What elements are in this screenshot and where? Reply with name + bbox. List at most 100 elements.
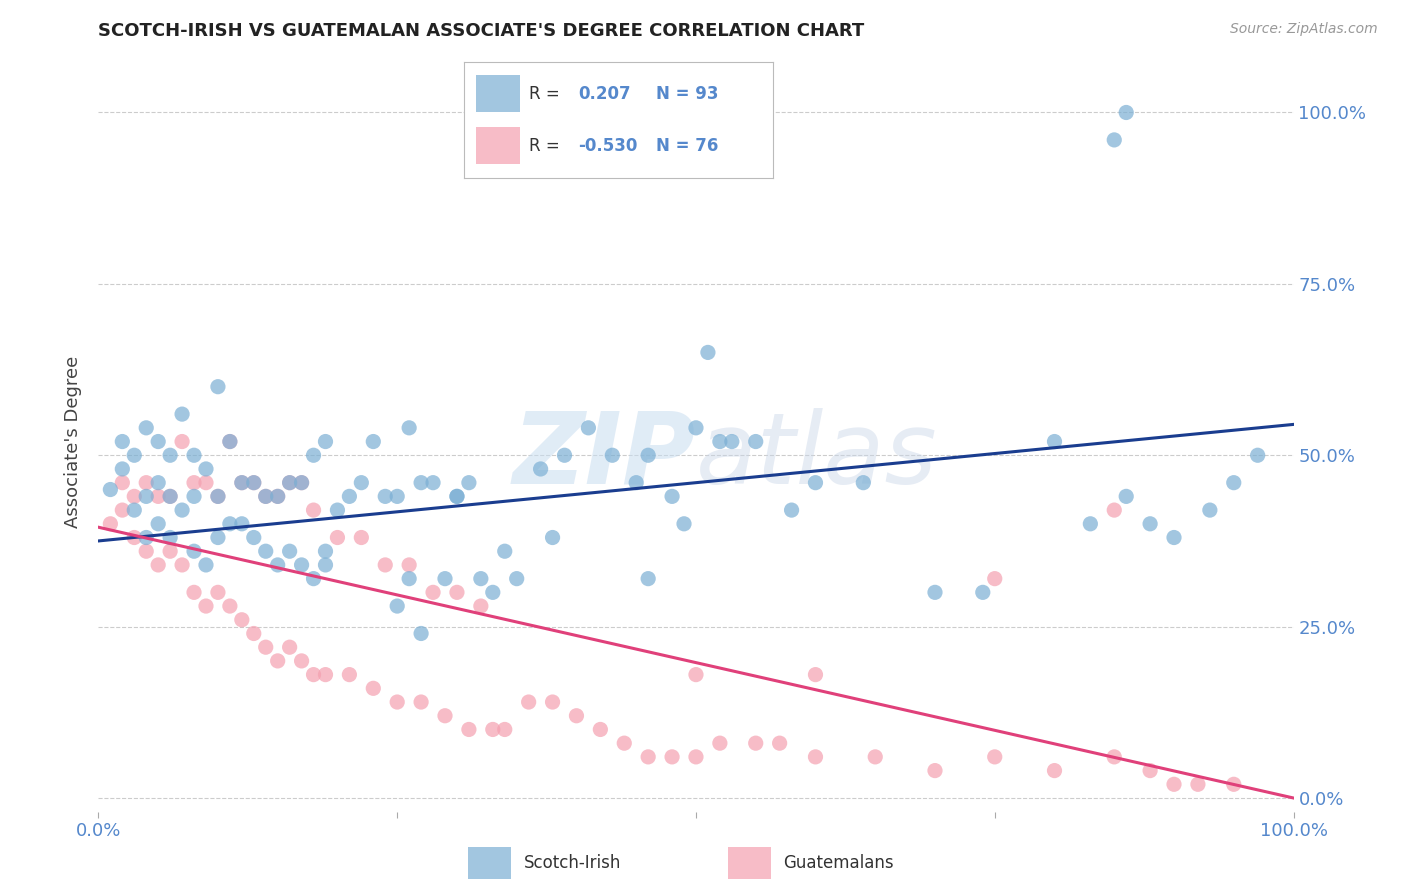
Point (124, 531, 146, 545)
Point (135, 475, 157, 490)
Point (183, 475, 205, 490)
Point (302, 667, 325, 681)
Text: SCOTCH-IRISH VS GUATEMALAN ASSOCIATE'S DEGREE CORRELATION CHART: SCOTCH-IRISH VS GUATEMALAN ASSOCIATE'S D… (98, 22, 865, 40)
Text: 0.207: 0.207 (578, 85, 631, 103)
Point (194, 475, 218, 490)
Point (326, 531, 349, 545)
Point (1246, 448, 1268, 462)
Point (924, 764, 946, 778)
Point (219, 599, 242, 613)
Text: ZIP: ZIP (513, 408, 696, 505)
Point (589, 723, 612, 737)
Point (183, 489, 205, 503)
Point (148, 489, 170, 503)
Point (685, 750, 707, 764)
Point (398, 558, 420, 572)
Point (661, 750, 683, 764)
Point (172, 558, 194, 572)
Point (1102, 133, 1125, 147)
Point (219, 434, 242, 449)
Point (278, 544, 301, 558)
Text: Guatemalans: Guatemalans (783, 854, 894, 872)
Point (243, 475, 266, 490)
Point (315, 667, 337, 681)
Point (709, 736, 731, 750)
Point (602, 448, 624, 462)
Text: R =: R = (529, 137, 560, 155)
Y-axis label: Associate's Degree: Associate's Degree (65, 355, 83, 528)
Point (148, 434, 170, 449)
Point (98, 483, 122, 497)
Point (374, 489, 396, 503)
Point (207, 380, 229, 394)
Point (124, 503, 146, 517)
Point (374, 558, 396, 572)
Point (422, 585, 444, 599)
Point (554, 448, 576, 462)
Point (1222, 777, 1246, 791)
Point (1115, 105, 1137, 120)
Point (207, 489, 229, 503)
Point (326, 503, 349, 517)
Point (254, 640, 277, 655)
Point (385, 695, 409, 709)
Point (1163, 531, 1185, 545)
Point (194, 599, 218, 613)
Point (529, 462, 551, 476)
Point (422, 475, 444, 490)
Point (219, 434, 242, 449)
Point (481, 723, 505, 737)
Point (278, 475, 301, 490)
Point (207, 489, 229, 503)
Point (1163, 777, 1185, 791)
Point (745, 434, 768, 449)
Point (541, 695, 564, 709)
Bar (477, 75, 520, 112)
Point (278, 475, 301, 490)
Point (254, 544, 277, 558)
Point (626, 475, 648, 490)
Point (350, 531, 373, 545)
Point (148, 558, 170, 572)
Point (972, 585, 994, 599)
Point (302, 503, 325, 517)
Point (135, 544, 157, 558)
Point (411, 695, 433, 709)
Bar (468, 847, 512, 879)
Point (673, 516, 696, 531)
Point (984, 572, 1007, 586)
Point (172, 503, 194, 517)
Point (278, 640, 301, 655)
Point (302, 572, 325, 586)
Point (1043, 764, 1066, 778)
Point (98, 516, 122, 531)
Point (159, 489, 181, 503)
Point (721, 434, 744, 449)
Text: N = 93: N = 93 (655, 85, 718, 103)
Point (254, 489, 277, 503)
Point (458, 475, 481, 490)
Point (231, 475, 253, 490)
Point (291, 475, 314, 490)
Point (111, 434, 134, 449)
Point (159, 531, 181, 545)
Point (863, 750, 887, 764)
Point (207, 531, 229, 545)
Point (159, 489, 181, 503)
Point (398, 572, 420, 586)
Point (267, 489, 290, 503)
Point (446, 489, 468, 503)
Point (315, 434, 337, 449)
Point (541, 531, 564, 545)
Point (697, 345, 720, 359)
Point (231, 475, 253, 490)
Text: R =: R = (529, 85, 560, 103)
Point (517, 695, 540, 709)
Point (1222, 475, 1246, 490)
Point (398, 421, 420, 435)
Point (291, 558, 314, 572)
Point (494, 723, 516, 737)
Point (339, 667, 360, 681)
Point (1187, 777, 1209, 791)
Point (267, 489, 290, 503)
